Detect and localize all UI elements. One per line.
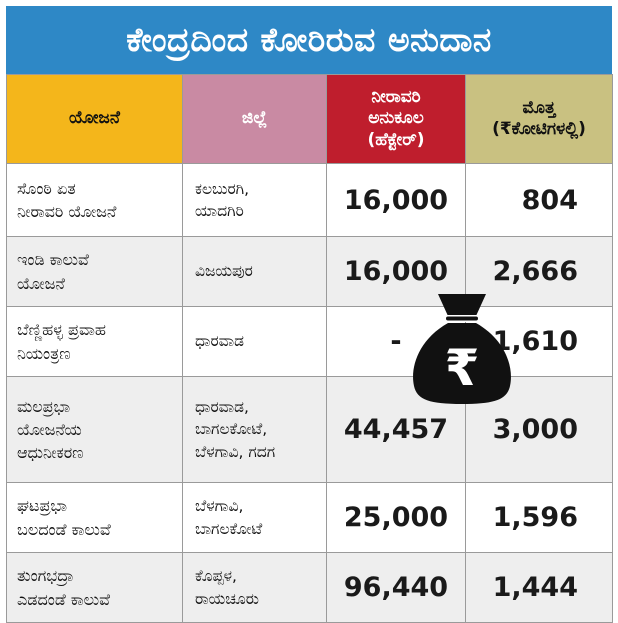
scheme-cell: ಘಟಪ್ರಭಾ ಬಲದಂಡೆ ಕಾಲುವೆ <box>6 482 183 553</box>
irrigation-cell: 16,000 <box>326 236 466 307</box>
page-title: ಕೇಂದ್ರದಿಂದ ಕೋರಿರುವ ಅನುದಾನ <box>6 6 612 74</box>
district-name-line: ರಾಯಚೂರು <box>195 589 259 608</box>
district-name-line: ವಿಜಯಪುರ <box>195 262 253 281</box>
district-name-line: ಧಾರವಾಡ <box>195 332 244 351</box>
grant-table: ಯೋಜನೆ ಜಿಲ್ಲೆ ನೀರಾವರಿ ಅನುಕೂಲ (ಹೆಕ್ಟೇರ್) ಮ… <box>6 74 613 623</box>
table-row: ಘಟಪ್ರಭಾ ಬಲದಂಡೆ ಕಾಲುವೆ ಬೆಳಗಾವಿ, ಬಾಗಲಕೋಟೆ 25,0… <box>6 482 613 553</box>
scheme-name-line: ನೀರಾವರಿ ಯೋಜನೆ <box>17 202 117 221</box>
scheme-cell: ಇಂಡಿ ಕಾಲುವೆ ಯೋಜನೆ <box>6 236 183 307</box>
district-name-line: ಧಾರವಾಡ, <box>195 397 249 416</box>
header-irrigation-line: ಅನುಕೂಲ <box>368 108 424 129</box>
grant-table-infographic: ಕೇಂದ್ರದಿಂದ ಕೋರಿರುವ ಅನುದಾನ ಯೋಜನೆ ಜಿಲ್ಲೆ ನ… <box>6 6 613 623</box>
scheme-name-line: ಘಟಪ್ರಭಾ <box>17 496 68 516</box>
table-row: ಸೊಂಠಿ ಏತ ನೀರಾವರಿ ಯೋಜನೆ ಕಲಬುರಗಿ, ಯಾದಗಿರಿ 16,0… <box>6 163 613 237</box>
district-name-line: ಬಾಗಲಕೋಟೆ, <box>195 420 268 439</box>
scheme-name-line: ಎಡದಂಡೆ ಕಾಲುವೆ <box>17 589 111 609</box>
district-cell: ಕಲಬುರಗಿ, ಯಾದಗಿರಿ <box>182 163 327 237</box>
header-district: ಜಿಲ್ಲೆ <box>182 74 327 164</box>
amount-cell: 804 <box>465 163 613 237</box>
rupee-symbol: ₹ <box>445 339 480 397</box>
district-cell: ವಿಜಯಪುರ <box>182 236 327 307</box>
irrigation-cell: 25,000 <box>326 482 466 553</box>
scheme-name-line: ಆಧುನೀಕರಣ <box>17 443 84 463</box>
irrigation-cell: 16,000 <box>326 163 466 237</box>
table-row: ಇಂಡಿ ಕಾಲುವೆ ಯೋಜನೆ ವಿಜಯಪುರ 16,000 2,666 <box>6 236 613 307</box>
header-irrigation-line: (ಹೆಕ್ಟೇರ್) <box>367 129 425 150</box>
scheme-name-line: ಯೋಜನೆಯ <box>17 419 82 439</box>
header-amount-line: ಮೊತ್ತ <box>522 97 556 118</box>
table-row: ತುಂಗಭದ್ರಾ ಎಡದಂಡೆ ಕಾಲುವೆ ಕೊಪ್ಪಳ, ರಾಯಚೂರು 96,4… <box>6 552 613 623</box>
scheme-cell: ಬೆಣ್ಣಿಹಳ್ಳ ಪ್ರವಾಹ ನಿಯಂತ್ರಣ <box>6 306 183 377</box>
header-irrigation: ನೀರಾವರಿ ಅನುಕೂಲ (ಹೆಕ್ಟೇರ್) <box>326 74 466 164</box>
scheme-cell: ಮಲಪ್ರಭಾ ಯೋಜನೆಯ ಆಧುನೀಕರಣ <box>6 376 183 483</box>
table-row: ಬೆಣ್ಣಿಹಳ್ಳ ಪ್ರವಾಹ ನಿಯಂತ್ರಣ ಧಾರವಾಡ -1,610 <box>6 306 613 377</box>
district-cell: ಧಾರವಾಡ, ಬಾಗಲಕೋಟೆ, ಬೆಳಗಾವಿ, ಗದಗ <box>182 376 327 483</box>
scheme-name-line: ಇಂಡಿ ಕಾಲುವೆ <box>17 250 89 270</box>
district-cell: ಕೊಪ್ಪಳ, ರಾಯಚೂರು <box>182 552 327 623</box>
table-header-row: ಯೋಜನೆ ಜಿಲ್ಲೆ ನೀರಾವರಿ ಅನುಕೂಲ (ಹೆಕ್ಟೇರ್) ಮ… <box>6 74 613 164</box>
amount-cell: 1,444 <box>465 552 613 623</box>
scheme-name-line: ನಿಯಂತ್ರಣ <box>17 343 71 363</box>
scheme-name-line: ಯೋಜನೆ <box>17 273 65 293</box>
amount-cell: 2,666 <box>465 236 613 307</box>
header-irrigation-line: ನೀರಾವರಿ <box>371 87 421 108</box>
header-amount: ಮೊತ್ತ (₹ಕೋಟಿಗಳಲ್ಲಿ) <box>465 74 613 164</box>
district-cell: ಬೆಳಗಾವಿ, ಬಾಗಲಕೋಟೆ <box>182 482 327 553</box>
header-scheme: ಯೋಜನೆ <box>6 74 183 164</box>
district-name-line: ಕೊಪ್ಪಳ, <box>195 567 237 586</box>
district-name-line: ಬೆಳಗಾವಿ, ಗದಗ <box>195 442 276 461</box>
rupee-money-bag-icon: ₹ <box>413 294 511 404</box>
irrigation-cell: 96,440 <box>326 552 466 623</box>
district-name-line: ಬೆಳಗಾವಿ, <box>195 497 244 516</box>
header-amount-line: (₹ಕೋಟಿಗಳಲ್ಲಿ) <box>492 119 586 139</box>
scheme-cell: ತುಂಗಭದ್ರಾ ಎಡದಂಡೆ ಕಾಲುವೆ <box>6 552 183 623</box>
scheme-name-line: ಸೊಂಠಿ ಏತ <box>17 178 76 198</box>
scheme-name-line: ಮಲಪ್ರಭಾ <box>17 396 71 416</box>
amount-cell: 1,596 <box>465 482 613 553</box>
scheme-name-line: ಬೆಣ್ಣಿಹಳ್ಳ ಪ್ರವಾಹ <box>17 320 106 340</box>
district-name-line: ಯಾದಗಿರಿ <box>195 202 244 220</box>
district-name-line: ಬಾಗಲಕೋಟೆ <box>195 519 263 538</box>
district-name-line: ಕಲಬುರಗಿ, <box>195 179 250 198</box>
scheme-cell: ಸೊಂಠಿ ಏತ ನೀರಾವರಿ ಯೋಜನೆ <box>6 163 183 237</box>
scheme-name-line: ಬಲದಂಡೆ ಕಾಲುವೆ <box>17 519 111 539</box>
table-row: ಮಲಪ್ರಭಾ ಯೋಜನೆಯ ಆಧುನೀಕರಣ ಧಾರವಾಡ, ಬಾಗಲಕೋಟೆ, ಬೆಳ… <box>6 376 613 483</box>
district-cell: ಧಾರವಾಡ <box>182 306 327 377</box>
scheme-name-line: ತುಂಗಭದ್ರಾ <box>17 566 74 586</box>
